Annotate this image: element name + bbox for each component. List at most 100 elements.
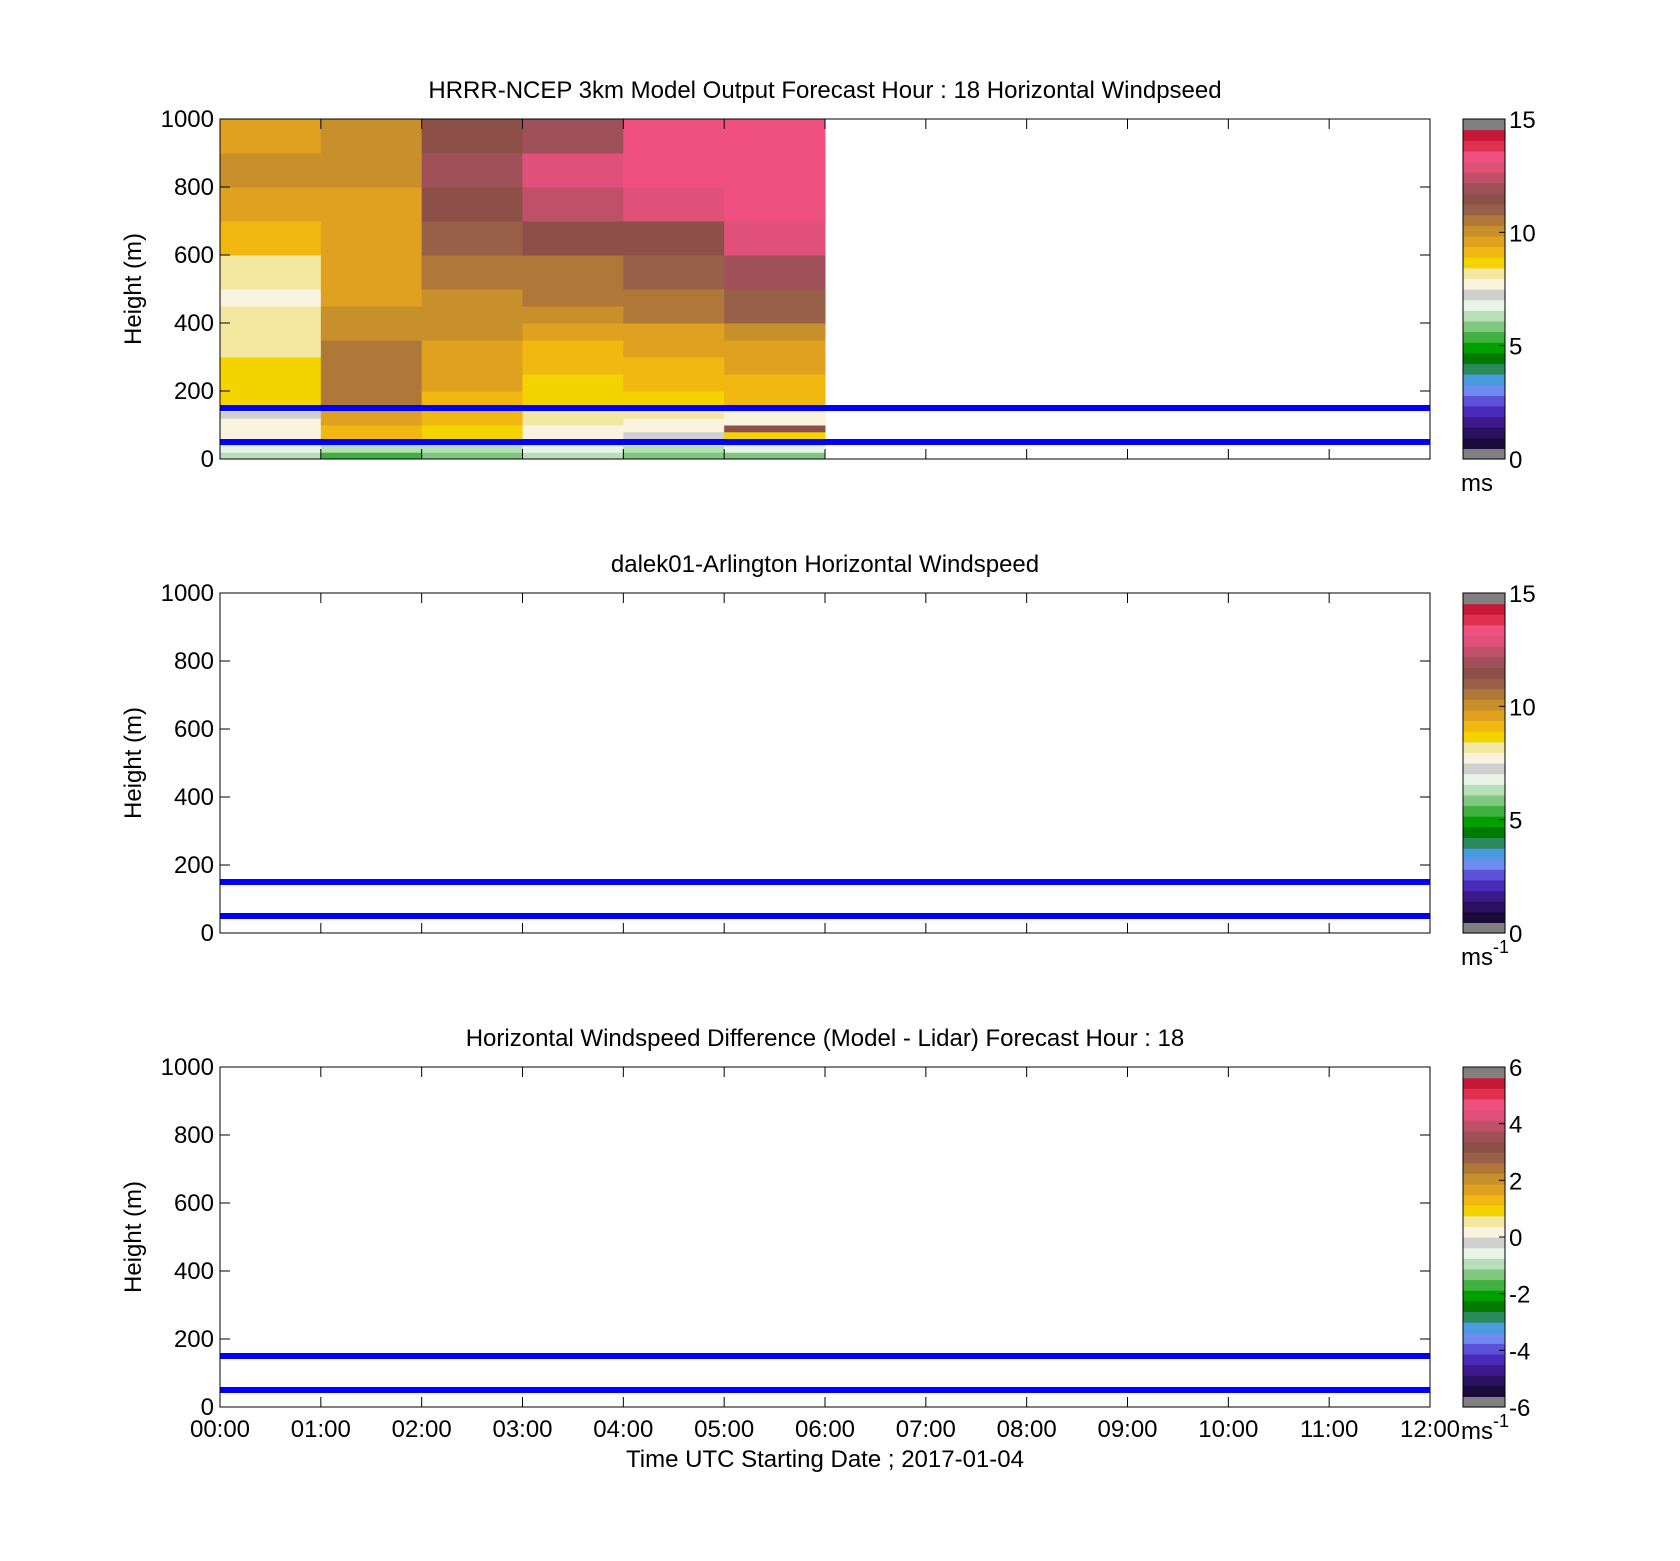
- x-tick-label: 12:00: [1400, 1416, 1460, 1443]
- colorbar-segment: [1463, 890, 1505, 902]
- colorbar-segment: [1463, 384, 1505, 396]
- colorbar-segment: [1463, 1205, 1505, 1217]
- heatmap-cell: [724, 289, 826, 307]
- y-tick-label: 0: [201, 920, 214, 947]
- heatmap-cell: [421, 431, 523, 440]
- colorbar-segment: [1463, 901, 1505, 913]
- x-tick-label: 06:00: [795, 1416, 855, 1443]
- colorbar-segment: [1463, 204, 1505, 216]
- y-tick-label: 400: [174, 784, 214, 811]
- heatmap-cell: [320, 340, 423, 358]
- heatmap-cell: [623, 445, 725, 453]
- colorbar-segment: [1463, 1237, 1505, 1249]
- colorbar-segment: [1463, 1088, 1505, 1100]
- colorbar-segment: [1463, 709, 1505, 722]
- heatmap-cell: [724, 374, 826, 392]
- heatmap-cell: [623, 289, 725, 307]
- heatmap-cell: [220, 425, 322, 433]
- heatmap-cell: [724, 306, 826, 324]
- colorbar-segment: [1463, 699, 1505, 711]
- colorbar-tick-label: 0: [1509, 1225, 1522, 1252]
- heatmap-cell: [421, 411, 523, 419]
- colorbar-segment: [1463, 784, 1505, 796]
- heatmap-cell: [421, 153, 523, 188]
- heatmap-cell: [623, 431, 725, 440]
- colorbar-segment: [1463, 214, 1505, 226]
- heatmap-cell: [320, 452, 423, 460]
- x-tick-label: 03:00: [492, 1416, 552, 1443]
- colorbar-segment: [1463, 1226, 1505, 1238]
- heatmap-cell: [320, 153, 423, 188]
- heatmap-cell: [220, 187, 322, 222]
- heatmap-cell: [220, 153, 322, 188]
- heatmap-cell: [421, 221, 523, 256]
- heatmap-cell: [623, 452, 725, 460]
- heatmap-cell: [421, 391, 523, 406]
- heatmap-cell: [623, 418, 725, 426]
- heatmap-cell: [522, 255, 624, 290]
- colorbar-segment: [1463, 1300, 1505, 1312]
- y-tick-label: 1000: [161, 106, 214, 133]
- colorbar-segment: [1463, 614, 1505, 626]
- colorbar-segment: [1463, 437, 1505, 449]
- x-tick-label: 05:00: [694, 1416, 754, 1443]
- colorbar-unit-label: ms: [1461, 470, 1493, 497]
- colorbar-segment: [1463, 1353, 1505, 1366]
- y-tick-label: 600: [174, 716, 214, 743]
- colorbar-segment: [1463, 688, 1505, 700]
- heatmap-cell: [623, 187, 725, 222]
- heatmap-cell: [724, 221, 826, 256]
- colorbar-segment: [1463, 1067, 1505, 1079]
- heatmap-cell: [623, 425, 725, 433]
- heatmap-cell: [220, 357, 322, 375]
- heatmap-cell: [623, 221, 725, 256]
- heatmap-cell: [623, 374, 725, 392]
- colorbar-segment: [1463, 603, 1505, 615]
- colorbar-segment: [1463, 150, 1505, 163]
- heatmap-cell: [522, 357, 624, 375]
- heatmap-cell: [320, 445, 423, 453]
- chart-title: dalek01-Arlington Horizontal Windspeed: [611, 551, 1039, 578]
- x-tick-label: 10:00: [1198, 1416, 1258, 1443]
- heatmap-cell: [220, 391, 322, 406]
- colorbar-tick-label: 0: [1509, 921, 1522, 948]
- heatmap-cell: [421, 357, 523, 375]
- model-panel: 0 200 400 600 800 1000 HRRR-NCEP 3km Model Out…: [120, 77, 1536, 497]
- colorbar-segment: [1463, 1322, 1505, 1334]
- heatmap-cell: [522, 119, 624, 154]
- plot-area: [220, 1067, 1430, 1407]
- heatmap-cell: [320, 431, 423, 440]
- colorbar: 0 5 10 15 ms: [1461, 107, 1536, 497]
- colorbar-segment: [1463, 1183, 1505, 1196]
- heatmap-cell: [320, 391, 423, 406]
- colorbar-tick-label: -2: [1509, 1282, 1530, 1309]
- heatmap-cell: [220, 411, 322, 419]
- heatmap-cell: [220, 255, 322, 290]
- colorbar-segment: [1463, 678, 1505, 690]
- y-tick-label: 600: [174, 1190, 214, 1217]
- heatmap-cell: [724, 357, 826, 375]
- heatmap-cell: [320, 425, 423, 433]
- colorbar-segment: [1463, 416, 1505, 428]
- colorbar: -6 -4 -2 0 2 4 6 ms-1: [1461, 1055, 1530, 1445]
- colorbar-segment: [1463, 752, 1505, 764]
- x-tick-label: 02:00: [392, 1416, 452, 1443]
- colorbar-frame: [1462, 592, 1506, 934]
- colorbar-segment: [1463, 119, 1505, 131]
- colorbar-segment: [1463, 773, 1505, 785]
- heatmap-cell: [320, 119, 423, 154]
- colorbar-segment: [1463, 289, 1505, 301]
- colorbar-segment: [1463, 1396, 1505, 1408]
- heatmap-cell: [320, 255, 423, 290]
- heatmap-cell: [320, 289, 423, 307]
- heatmap-cell: [320, 323, 423, 341]
- heatmap-cell: [522, 340, 624, 358]
- colorbar-segment: [1463, 667, 1505, 679]
- colorbar-unit-label: ms-1: [1461, 1411, 1509, 1445]
- colorbar-segment: [1463, 374, 1505, 386]
- heatmap-cell: [320, 357, 423, 375]
- heatmap-cell: [421, 418, 523, 426]
- colorbar-segment: [1463, 1343, 1505, 1355]
- heatmap-cell: [522, 374, 624, 392]
- colorbar-segment: [1463, 741, 1505, 753]
